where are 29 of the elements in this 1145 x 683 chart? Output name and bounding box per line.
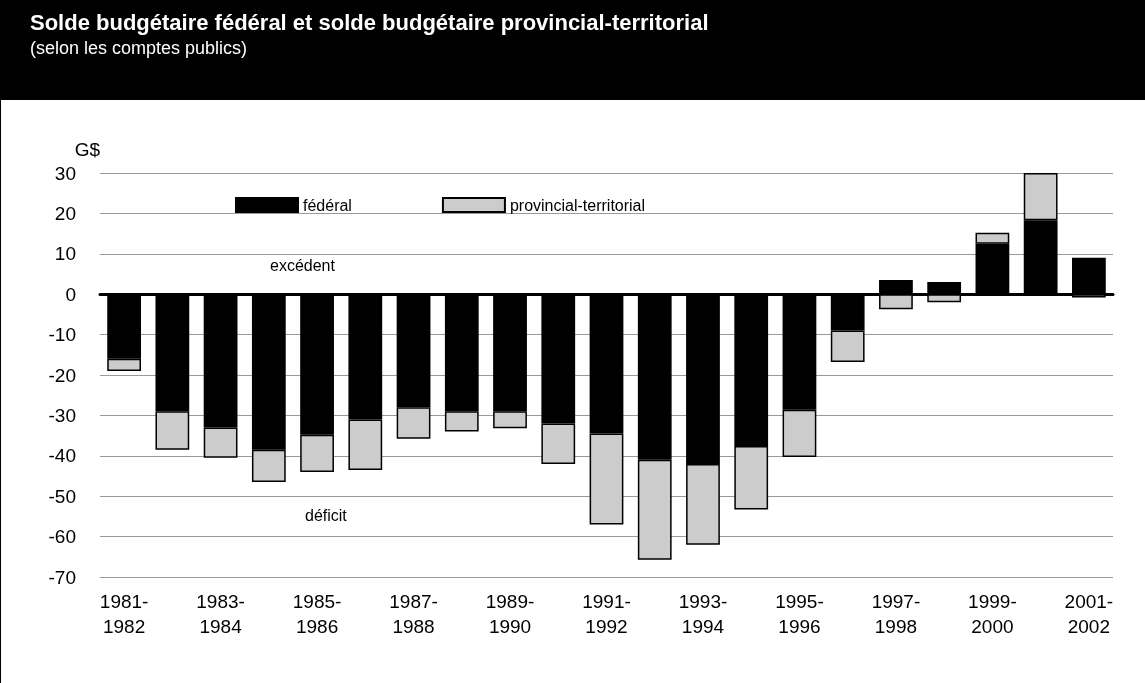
x-tick-label: 1983-1984 [196,591,245,637]
y-tick-label: -60 [48,526,76,548]
legend-label: fédéral [303,196,352,214]
y-tick-label: 30 [54,162,76,184]
x-tick-label: 1981-1982 [99,591,149,637]
annotation: excédent [270,256,336,274]
y-axis-title: G$ [74,139,101,160]
x-tick-label: 1991-1992 [582,591,631,637]
x-tick-label: 1993-1994 [678,591,728,637]
y-tick-label: -40 [48,445,76,467]
x-tick-label: 1999-2000 [968,591,1017,637]
y-tick-label: -70 [48,566,76,588]
y-tick-label: 20 [54,202,76,224]
annotation: déficit [305,506,348,524]
x-tick-label: 2001-2002 [1064,591,1114,637]
x-tick-label: 1995-1996 [775,591,824,637]
y-tick-label: -20 [48,364,76,386]
y-tick-label: -10 [48,324,76,346]
y-tick-label: -50 [48,485,76,507]
x-tick-label: 1997-1998 [871,591,921,637]
y-tick-label: 10 [54,243,76,265]
y-tick-label: -30 [48,404,76,426]
x-tick-label: 1985-1986 [292,591,342,637]
chart-subtitle: (selon les comptes publics) [30,38,248,59]
x-tick-label: 1989-1990 [485,591,535,637]
y-tick-label: 0 [65,283,76,305]
legend-label: provincial-territorial [509,196,646,214]
chart-title: Solde budgétaire fédéral et solde budgétaire provincial-territorial [30,10,709,36]
x-tick-label: 1987-1988 [389,591,438,637]
